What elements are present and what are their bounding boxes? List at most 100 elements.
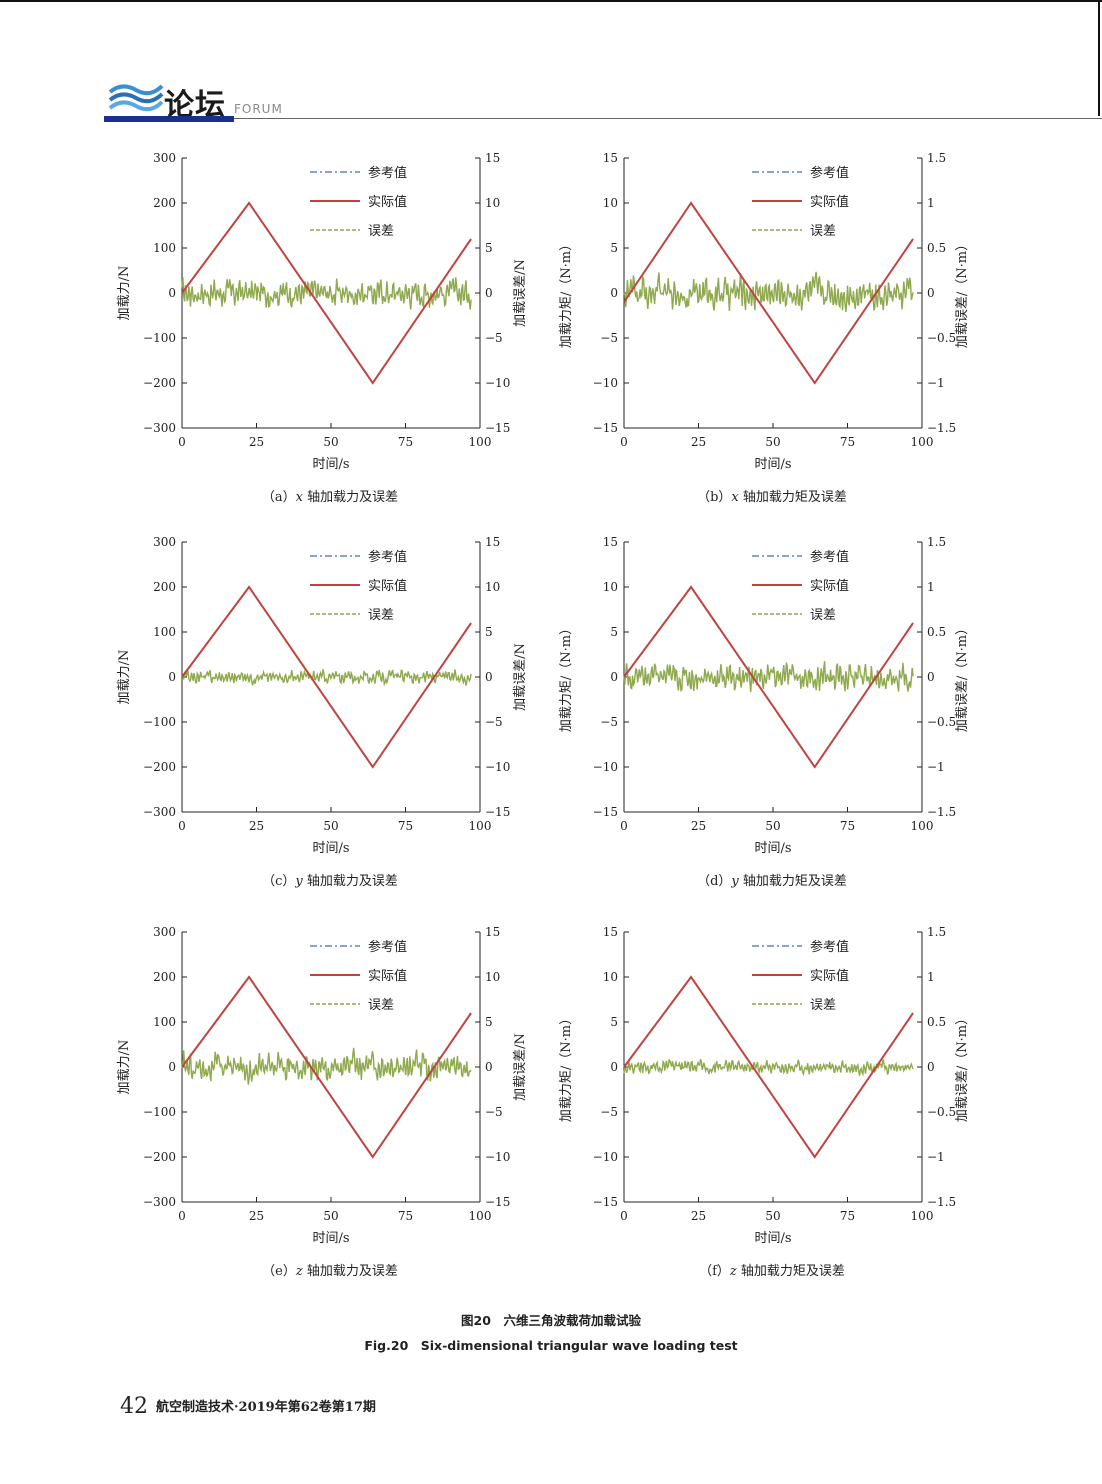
y-tick-label-right: 1.5 <box>927 151 946 165</box>
page-number: 42 <box>120 1394 148 1419</box>
y-tick-label-right: 0.5 <box>927 1015 946 1029</box>
x-axis-label: 时间/s <box>312 841 349 856</box>
x-tick-label: 75 <box>840 819 855 833</box>
y-tick-label-right: 10 <box>485 580 500 594</box>
legend-label: 误差 <box>810 608 836 623</box>
y-tick-label-left: 300 <box>153 925 176 939</box>
y-tick-label-left: −200 <box>143 376 176 390</box>
y-tick-label-left: 0 <box>168 1060 176 1074</box>
legend-label: 参考值 <box>810 165 849 181</box>
legend-label: 参考值 <box>368 939 407 955</box>
y-tick-label-right: 5 <box>485 1015 493 1029</box>
x-tick-label: 0 <box>178 435 186 449</box>
x-tick-label: 25 <box>249 435 264 449</box>
y-tick-label-left: 0 <box>610 1060 618 1074</box>
y-tick-label-left: 0 <box>168 670 176 684</box>
y-tick-label-right: 0.5 <box>927 241 946 255</box>
series-actual-line <box>181 975 472 1159</box>
y-tick-label-right: −10 <box>485 1150 510 1164</box>
x-tick-label: 100 <box>911 1209 934 1223</box>
x-tick-label: 75 <box>840 435 855 449</box>
subfigure-caption: （f）z 轴加载力矩及误差 <box>699 1264 845 1279</box>
x-tick-label: 50 <box>323 1209 338 1223</box>
y-tick-label-right: 1 <box>927 970 935 984</box>
series-actual-line <box>623 585 914 769</box>
legend-label: 实际值 <box>368 578 407 594</box>
subfigure-caption: （c）y 轴加载力及误差 <box>262 874 398 889</box>
y-tick-label-left: −5 <box>600 1105 618 1119</box>
y-tick-label-left: −200 <box>143 1150 176 1164</box>
x-tick-label: 100 <box>911 819 934 833</box>
x-tick-label: 75 <box>398 1209 413 1223</box>
subfigure-caption: （e）z 轴加载力及误差 <box>262 1264 398 1279</box>
series-error-line <box>181 277 472 310</box>
x-tick-label: 75 <box>840 1209 855 1223</box>
y-tick-label-right: 15 <box>485 925 500 939</box>
series-error-line <box>181 669 472 687</box>
figure-caption-cn: 图20 六维三角波载荷加载试验 <box>461 1313 641 1328</box>
y-tick-label-right: −1 <box>927 376 945 390</box>
x-tick-label: 75 <box>398 819 413 833</box>
subfigure-c: 0 25 50 75 100 −300 −200 −100 0 100 200 300 −15 −10 −5… <box>110 524 550 889</box>
y-tick-label-right: 0 <box>927 670 935 684</box>
y-tick-label-right: −5 <box>485 715 503 729</box>
y-tick-label-left: −10 <box>593 1150 618 1164</box>
legend-label: 误差 <box>368 608 394 623</box>
x-tick-label: 0 <box>620 1209 628 1223</box>
y-tick-label-left: 200 <box>153 970 176 984</box>
x-tick-label: 50 <box>765 435 780 449</box>
chart-f: 0 25 50 75 100 −15 −10 −5 0 5 10 15 −1.5 −1 −0.5 0 0.5 1 1… <box>559 925 970 1246</box>
y-tick-label-left: 15 <box>603 535 618 549</box>
y-tick-label-left: −100 <box>143 715 176 729</box>
y-tick-label-left: −100 <box>143 1105 176 1119</box>
x-tick-label: 25 <box>691 435 706 449</box>
y-tick-label-left: −15 <box>593 1195 618 1209</box>
y-tick-label-right: −15 <box>485 421 510 435</box>
y-tick-label-left: −15 <box>593 421 618 435</box>
y-tick-label-left: −300 <box>143 421 176 435</box>
y-axis-label-right: 加载误差/N <box>513 643 528 711</box>
x-tick-label: 100 <box>469 435 492 449</box>
legend-label: 参考值 <box>810 549 849 565</box>
y-tick-label-right: 15 <box>485 535 500 549</box>
y-axis-label-left: 加载力/N <box>117 650 132 705</box>
y-tick-label-left: −10 <box>593 760 618 774</box>
y-tick-label-right: 15 <box>485 151 500 165</box>
chart-a: 0 25 50 75 100−300−200−1000100200300−15−10−5… <box>117 151 528 472</box>
subfigure-caption: （b）x 轴加载力矩及误差 <box>697 490 847 505</box>
y-tick-label-right: 0 <box>927 1060 935 1074</box>
y-tick-label-left: 5 <box>610 1015 618 1029</box>
y-tick-label-right: −1 <box>927 760 945 774</box>
y-tick-label-right: 0 <box>485 1060 493 1074</box>
y-tick-label-right: −10 <box>485 376 510 390</box>
x-axis-label: 时间/s <box>312 457 349 472</box>
y-tick-label-right: 1 <box>927 580 935 594</box>
y-tick-label-right: −15 <box>485 1195 510 1209</box>
section-title-en: FORUM <box>234 102 283 116</box>
y-tick-label-right: 1.5 <box>927 535 946 549</box>
subfigure-caption: （d）y 轴加载力矩及误差 <box>697 874 847 889</box>
y-tick-label-right: −0.5 <box>927 715 956 729</box>
y-tick-label-left: 5 <box>610 625 618 639</box>
y-tick-label-left: −100 <box>143 331 176 345</box>
section-header: 论坛 FORUM <box>104 74 1102 124</box>
chart-d: 0 25 50 75 100 −15 −10 −5 0 5 10 15 −1.5 −1 −0.5 0 0.5 1 1… <box>559 535 970 856</box>
subfigure-e: 0 25 50 75 100 −300 −200 −100 0 100 200 300 −15 −10 −5… <box>110 914 550 1279</box>
y-tick-label-right: −0.5 <box>927 331 956 345</box>
y-tick-label-left: −200 <box>143 760 176 774</box>
x-tick-label: 50 <box>323 819 338 833</box>
series-actual-line <box>181 201 472 385</box>
y-tick-label-right: 1 <box>927 196 935 210</box>
legend-label: 误差 <box>810 998 836 1013</box>
y-tick-label-right: −5 <box>485 1105 503 1119</box>
x-axis-label: 时间/s <box>754 457 791 472</box>
x-axis-label: 时间/s <box>754 841 791 856</box>
journal-name: 航空制造技术·2019年第62卷第17期 <box>156 1400 376 1415</box>
series-actual-line <box>623 975 914 1159</box>
y-axis-label-left: 加载力矩/（N·m） <box>559 238 574 348</box>
x-axis-label: 时间/s <box>312 1231 349 1246</box>
y-axis-label-right: 加载误差/N <box>513 259 528 327</box>
y-tick-label-left: −10 <box>593 376 618 390</box>
series-error-line <box>623 271 914 312</box>
y-axis-label-right: 加载误差/（N·m） <box>955 1012 970 1122</box>
